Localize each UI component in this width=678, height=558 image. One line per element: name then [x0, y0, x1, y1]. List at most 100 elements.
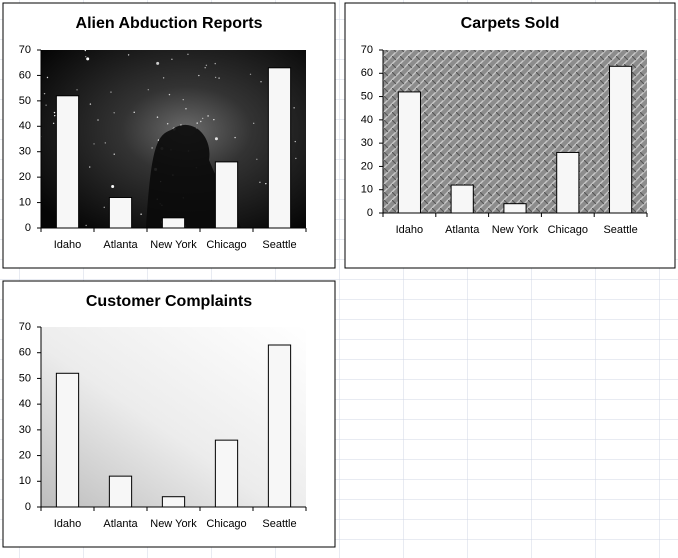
star — [46, 76, 49, 79]
y-tick-label: 40 — [19, 120, 31, 132]
star — [84, 55, 87, 58]
star — [140, 213, 142, 215]
chart: Alien Abduction Reports 0 10 20 30 40 50 60 70 Id… — [2, 2, 336, 269]
x-tick-label: Atlanta — [103, 518, 138, 530]
plot-background — [41, 327, 306, 507]
bar — [161, 496, 186, 508]
star — [171, 58, 173, 60]
star — [54, 114, 56, 117]
star — [204, 67, 206, 69]
star — [147, 89, 149, 91]
y-tick-label: 20 — [361, 160, 373, 172]
star — [166, 123, 169, 125]
star — [156, 116, 159, 118]
star — [294, 140, 296, 143]
star — [127, 54, 130, 56]
star — [293, 107, 295, 109]
star — [252, 122, 255, 125]
star — [234, 136, 236, 139]
star — [151, 147, 153, 149]
x-tick-label: Idaho — [396, 224, 424, 236]
y-tick-label: 70 — [361, 44, 373, 56]
star — [110, 91, 112, 93]
star — [249, 73, 252, 76]
star — [53, 111, 56, 114]
y-tick-label: 10 — [361, 184, 373, 196]
star — [45, 104, 47, 106]
bar — [55, 372, 80, 508]
bar — [609, 65, 633, 214]
bar — [214, 161, 239, 229]
star — [157, 139, 160, 141]
bar — [161, 217, 186, 229]
star — [295, 157, 297, 160]
star — [93, 143, 95, 145]
star — [113, 112, 115, 114]
x-tick-label: Seattle — [262, 239, 296, 251]
bar — [397, 91, 421, 214]
star — [85, 224, 87, 227]
x-tick-label: Atlanta — [103, 239, 138, 251]
y-tick-label: 0 — [367, 207, 373, 219]
x-tick-label: New York — [150, 239, 197, 251]
plot-background — [383, 50, 647, 213]
star — [86, 57, 90, 61]
x-tick-label: New York — [150, 518, 197, 530]
x-tick-label: Chicago — [206, 239, 246, 251]
y-tick-label: 50 — [19, 95, 31, 107]
star — [187, 53, 189, 55]
y-tick-label: 50 — [361, 90, 373, 102]
y-tick-label: 70 — [19, 321, 31, 333]
star — [43, 92, 46, 95]
star — [185, 108, 187, 110]
x-tick-label: Seattle — [262, 518, 296, 530]
star — [103, 206, 105, 209]
star — [201, 117, 204, 120]
y-tick-label: 0 — [25, 222, 31, 234]
star — [200, 120, 202, 123]
y-tick-label: 60 — [361, 67, 373, 79]
y-tick-label: 20 — [19, 171, 31, 183]
x-tick-label: Chicago — [548, 224, 588, 236]
star — [196, 122, 198, 124]
y-tick-label: 30 — [361, 137, 373, 149]
bar — [556, 151, 580, 214]
star — [156, 61, 160, 65]
x-tick-label: Idaho — [54, 239, 82, 251]
star — [168, 93, 171, 96]
star — [89, 103, 92, 105]
x-tick-label: Seattle — [603, 224, 637, 236]
star — [76, 89, 78, 91]
chart-title: Customer Complaints — [86, 293, 252, 310]
star — [265, 182, 267, 185]
chart-title: Alien Abduction Reports — [76, 15, 263, 32]
chart-title: Carpets Sold — [461, 15, 560, 32]
star — [133, 111, 135, 114]
x-tick-label: Atlanta — [445, 224, 480, 236]
x-tick-label: New York — [492, 224, 539, 236]
y-tick-label: 40 — [361, 114, 373, 126]
bar — [450, 184, 474, 214]
star — [259, 181, 261, 183]
star — [213, 118, 215, 121]
star — [260, 81, 262, 83]
y-tick-label: 10 — [19, 196, 31, 208]
y-tick-label: 40 — [19, 398, 31, 410]
x-tick-label: Idaho — [54, 518, 82, 530]
star — [89, 166, 91, 168]
bar — [503, 203, 527, 214]
star — [205, 64, 208, 67]
y-tick-label: 30 — [19, 146, 31, 158]
star — [214, 76, 217, 79]
star — [207, 115, 209, 117]
bar — [55, 95, 80, 229]
star — [214, 137, 218, 141]
x-tick-label: Chicago — [206, 518, 246, 530]
star — [104, 142, 107, 144]
y-tick-label: 0 — [25, 501, 31, 513]
star — [256, 158, 258, 161]
star — [162, 77, 165, 79]
star — [97, 119, 99, 121]
